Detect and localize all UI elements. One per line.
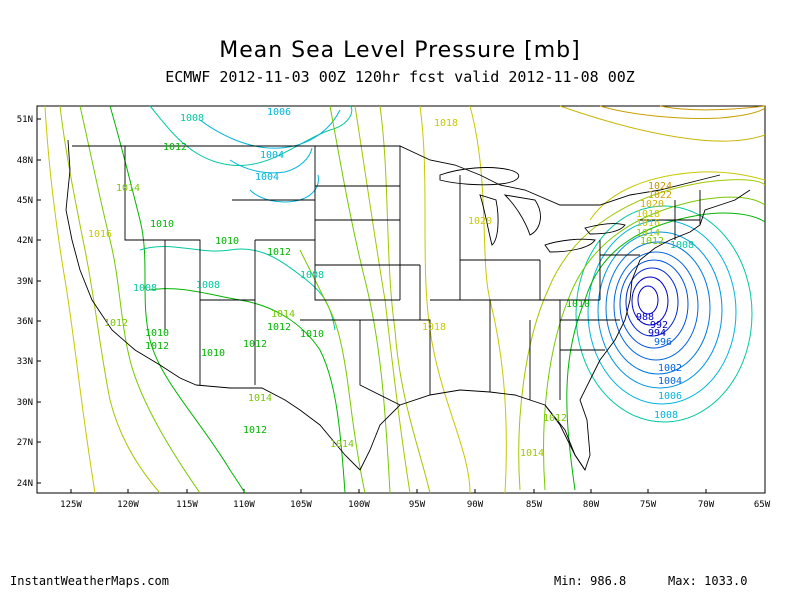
lat-tick: 45N [17, 196, 33, 206]
lon-tick: 70W [698, 500, 715, 510]
contour-label: 992 [650, 320, 668, 331]
lon-tick: 75W [640, 500, 657, 510]
contour-label: 1016 [88, 229, 112, 240]
geography [65, 139, 751, 472]
lon-tick: 115W [176, 500, 198, 510]
isobars [44, 105, 766, 494]
lon-tick: 100W [348, 500, 370, 510]
lon-tick: 120W [117, 500, 139, 510]
contour-label: 1004 [658, 376, 682, 387]
contour-labels: 1008 1006 1012 1004 1004 1014 1010 1016 … [88, 107, 694, 459]
contour-label: 1008 [670, 240, 694, 251]
contour-label: 1012 [543, 413, 567, 424]
lat-tick: 30N [17, 398, 33, 408]
contour-label: 1014 [248, 393, 272, 404]
lat-tick: 24N [17, 479, 33, 489]
plot-frame [36, 105, 766, 494]
contour-label: 1018 [422, 322, 446, 333]
contour-label: 1012 [243, 339, 267, 350]
contour-label: 996 [654, 337, 672, 348]
contour-label: 1014 [636, 228, 660, 239]
contour-label: 1020 [640, 199, 664, 210]
contour-label: 1020 [468, 216, 492, 227]
map-title: Mean Sea Level Pressure [mb] [219, 38, 581, 63]
contour-label: 988 [636, 312, 654, 323]
contour-label: 994 [648, 328, 666, 339]
max-value: Max: 1033.0 [668, 574, 748, 588]
lat-tick: 33N [17, 357, 33, 367]
contour-label: 1006 [658, 391, 682, 402]
contour-label: 1012 [243, 425, 267, 436]
lat-tick: 27N [17, 438, 33, 448]
lat-tick: 39N [17, 277, 33, 287]
contour-label: 1008 [300, 270, 324, 281]
map-subtitle: ECMWF 2012-11-03 00Z 120hr fcst valid 20… [165, 68, 635, 86]
lat-axis: 51N 48N 45N 42N 39N 36N 33N 30N 27N 24N [17, 115, 41, 489]
contour-label: 1012 [640, 236, 664, 247]
contour-label: 1010 [566, 299, 590, 310]
contour-label: 1006 [267, 107, 291, 118]
contour-label: 1024 [648, 181, 672, 192]
lon-tick: 65W [754, 500, 771, 510]
lon-tick: 90W [467, 500, 484, 510]
lon-axis: 125W 120W 115W 110W 105W 100W 95W 90W 85… [60, 489, 771, 510]
contour-label: 1012 [267, 247, 291, 258]
contour-label: 1012 [104, 318, 128, 329]
contour-label: 1010 [300, 329, 324, 340]
contour-label: 1004 [255, 172, 279, 183]
contour-label: 1018 [434, 118, 458, 129]
site-credit: InstantWeatherMaps.com [10, 574, 169, 588]
contour-label: 1014 [116, 183, 140, 194]
lon-tick: 85W [526, 500, 543, 510]
contour-label: 1014 [330, 439, 354, 450]
contour-label: 1012 [163, 142, 187, 153]
contour-label: 1022 [648, 190, 672, 201]
lon-tick: 110W [233, 500, 255, 510]
contour-label: 1004 [260, 150, 284, 161]
contour-label: 1012 [145, 341, 169, 352]
contour-label: 1016 [636, 218, 660, 229]
lat-tick: 51N [17, 115, 33, 125]
lon-tick: 105W [290, 500, 312, 510]
contour-label: 1010 [201, 348, 225, 359]
contour-label: 1012 [267, 322, 291, 333]
min-value: Min: 986.8 [554, 574, 627, 588]
contour-label: 1018 [636, 209, 660, 220]
contour-label: 1008 [180, 113, 204, 124]
contour-label: 1014 [271, 309, 295, 320]
contour-label: 1010 [145, 328, 169, 339]
contour-label: 1010 [150, 219, 174, 230]
lon-tick: 80W [583, 500, 600, 510]
contour-label: 1010 [215, 236, 239, 247]
lat-tick: 42N [17, 236, 33, 246]
contour-label: 1008 [133, 283, 157, 294]
lat-tick: 48N [17, 156, 33, 166]
lon-tick: 125W [60, 500, 82, 510]
lon-tick: 95W [409, 500, 426, 510]
contour-label: 1002 [658, 363, 682, 374]
contour-label: 1014 [520, 448, 544, 459]
contour-label: 1008 [654, 410, 678, 421]
lat-tick: 36N [17, 317, 33, 327]
contour-label: 1008 [196, 280, 220, 291]
